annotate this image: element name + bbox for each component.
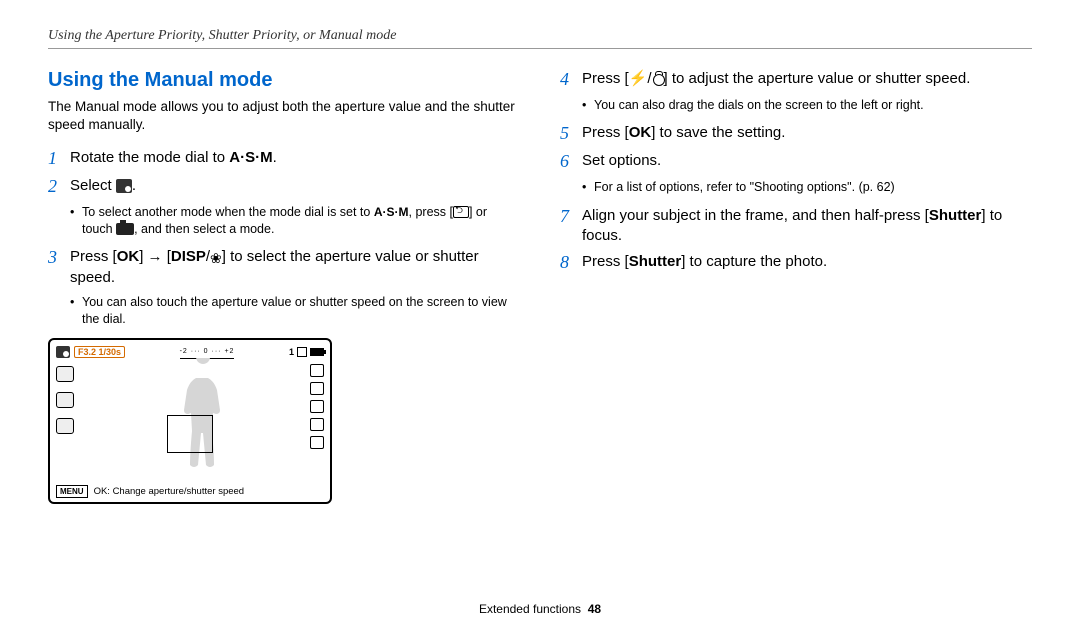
step-body: Press [Shutter] to capture the photo. [582,252,1032,272]
step-6-sublist: • For a list of options, refer to "Shoot… [582,179,1032,196]
step-body: Align your subject in the frame, and the… [582,206,1032,247]
t: ] to save the setting. [651,125,785,142]
ok-icon: OK [629,123,652,143]
mode-m-icon [116,179,132,193]
footer-page: 48 [588,602,601,616]
step-number: 8 [560,252,582,274]
step-number: 3 [48,247,70,269]
sub-text: You can also drag the dials on the scree… [594,97,924,114]
t: ] to adjust the aperture value or shutte… [664,70,971,87]
lcd-card-icon [297,347,307,357]
step-7: 7 Align your subject in the frame, and t… [560,206,1032,247]
step-body: Press [⚡/] to adjust the aperture value … [582,69,1032,89]
step-text: Select [70,177,116,194]
step-text-post: . [132,177,136,194]
lcd-menu-button: MENU [56,485,88,498]
lcd-right-icon [310,418,324,431]
footer: Extended functions 48 [0,602,1080,616]
t: Press [ [582,125,629,142]
step-number: 2 [48,176,70,198]
step-3-sublist: • You can also touch the aperture value … [70,294,520,328]
step-text: Rotate the mode dial to [70,150,229,167]
step-number: 4 [560,69,582,91]
t: Align your subject in the frame, and the… [582,207,929,224]
step-5: 5 Press [OK] to save the setting. [560,123,1032,145]
bullet-icon: • [70,294,82,311]
flash-icon: ⚡ [629,69,648,89]
step-text-post: . [273,150,277,167]
step-number: 7 [560,206,582,228]
sub-text: You can also touch the aperture value or… [82,294,520,328]
step-6: 6 Set options. [560,151,1032,173]
step-3: 3 Press [OK] → [DISP/❀] to select the ap… [48,247,520,288]
right-column: 4 Press [⚡/] to adjust the aperture valu… [560,69,1032,504]
timer-icon [652,72,664,86]
footer-section: Extended functions [479,602,581,616]
step-4-sublist: • You can also drag the dials on the scr… [582,97,1032,114]
lcd-right-icons [310,364,324,449]
step-1: 1 Rotate the mode dial to A·S·M. [48,148,520,170]
content-columns: Using the Manual mode The Manual mode al… [48,69,1032,504]
lcd-fvalue: F3.2 1/30s [74,346,125,358]
lcd-right-icon [310,436,324,449]
step-2: 2 Select . [48,176,520,198]
lcd-ev-scale: -2 ··· 0 ··· +2 [180,348,235,355]
step-body: Press [OK] → [DISP/❀] to select the aper… [70,247,520,288]
intro-text: The Manual mode allows you to adjust bot… [48,98,520,134]
lcd-left-icon [56,366,74,382]
step-body: Select . [70,176,520,196]
t: ] → [ [139,248,171,265]
left-column: Using the Manual mode The Manual mode al… [48,69,520,504]
lcd-right-icon [310,364,324,377]
step-body: Press [OK] to save the setting. [582,123,1032,143]
lcd-battery-icon [310,348,324,356]
back-icon [453,206,469,218]
step-8: 8 Press [Shutter] to capture the photo. [560,252,1032,274]
lcd-right-icon [310,400,324,413]
step-4: 4 Press [⚡/] to adjust the aperture valu… [560,69,1032,91]
lcd-focus-box [167,415,213,453]
step-body: Set options. [582,151,1032,171]
t: Press [ [582,253,629,270]
t: ] to capture the photo. [681,253,827,270]
lcd-right-icon [310,382,324,395]
step-number: 5 [560,123,582,145]
shutter-label: Shutter [929,207,982,224]
divider [48,48,1032,49]
t: Press [ [70,248,117,265]
step-number: 1 [48,148,70,170]
sub-text: To select another mode when the mode dia… [82,204,520,238]
bullet-icon: • [582,179,594,196]
lcd-bottom-bar: MENU OK: Change aperture/shutter speed [56,485,324,498]
sub-text: For a list of options, refer to "Shootin… [594,179,895,196]
lcd-left-icon [56,392,74,408]
t: Press [ [582,70,629,87]
macro-icon: ❀ [210,251,222,265]
bullet-icon: • [70,204,82,221]
disp-icon: DISP [171,247,206,267]
camera-icon [116,223,134,235]
breadcrumb: Using the Aperture Priority, Shutter Pri… [48,28,1032,44]
step-body: Rotate the mode dial to A·S·M. [70,148,520,168]
lcd-left-icon [56,418,74,434]
step-2-sublist: • To select another mode when the mode d… [70,204,520,238]
bullet-icon: • [582,97,594,114]
mode-dial-icon: A·S·M [374,204,409,220]
mode-dial-icon: A·S·M [229,148,272,168]
lcd-left-icons [56,366,74,434]
lcd-preview: F3.2 1/30s -2 ··· 0 ··· +2 1 [48,338,332,504]
step-number: 6 [560,151,582,173]
shutter-label: Shutter [629,253,682,270]
lcd-hint: OK: Change aperture/shutter speed [94,486,245,497]
ok-icon: OK [117,247,140,267]
lcd-top-right: 1 [289,347,324,357]
lcd-mode-icon [56,346,70,358]
lcd-count: 1 [289,347,294,357]
section-title: Using the Manual mode [48,69,520,92]
